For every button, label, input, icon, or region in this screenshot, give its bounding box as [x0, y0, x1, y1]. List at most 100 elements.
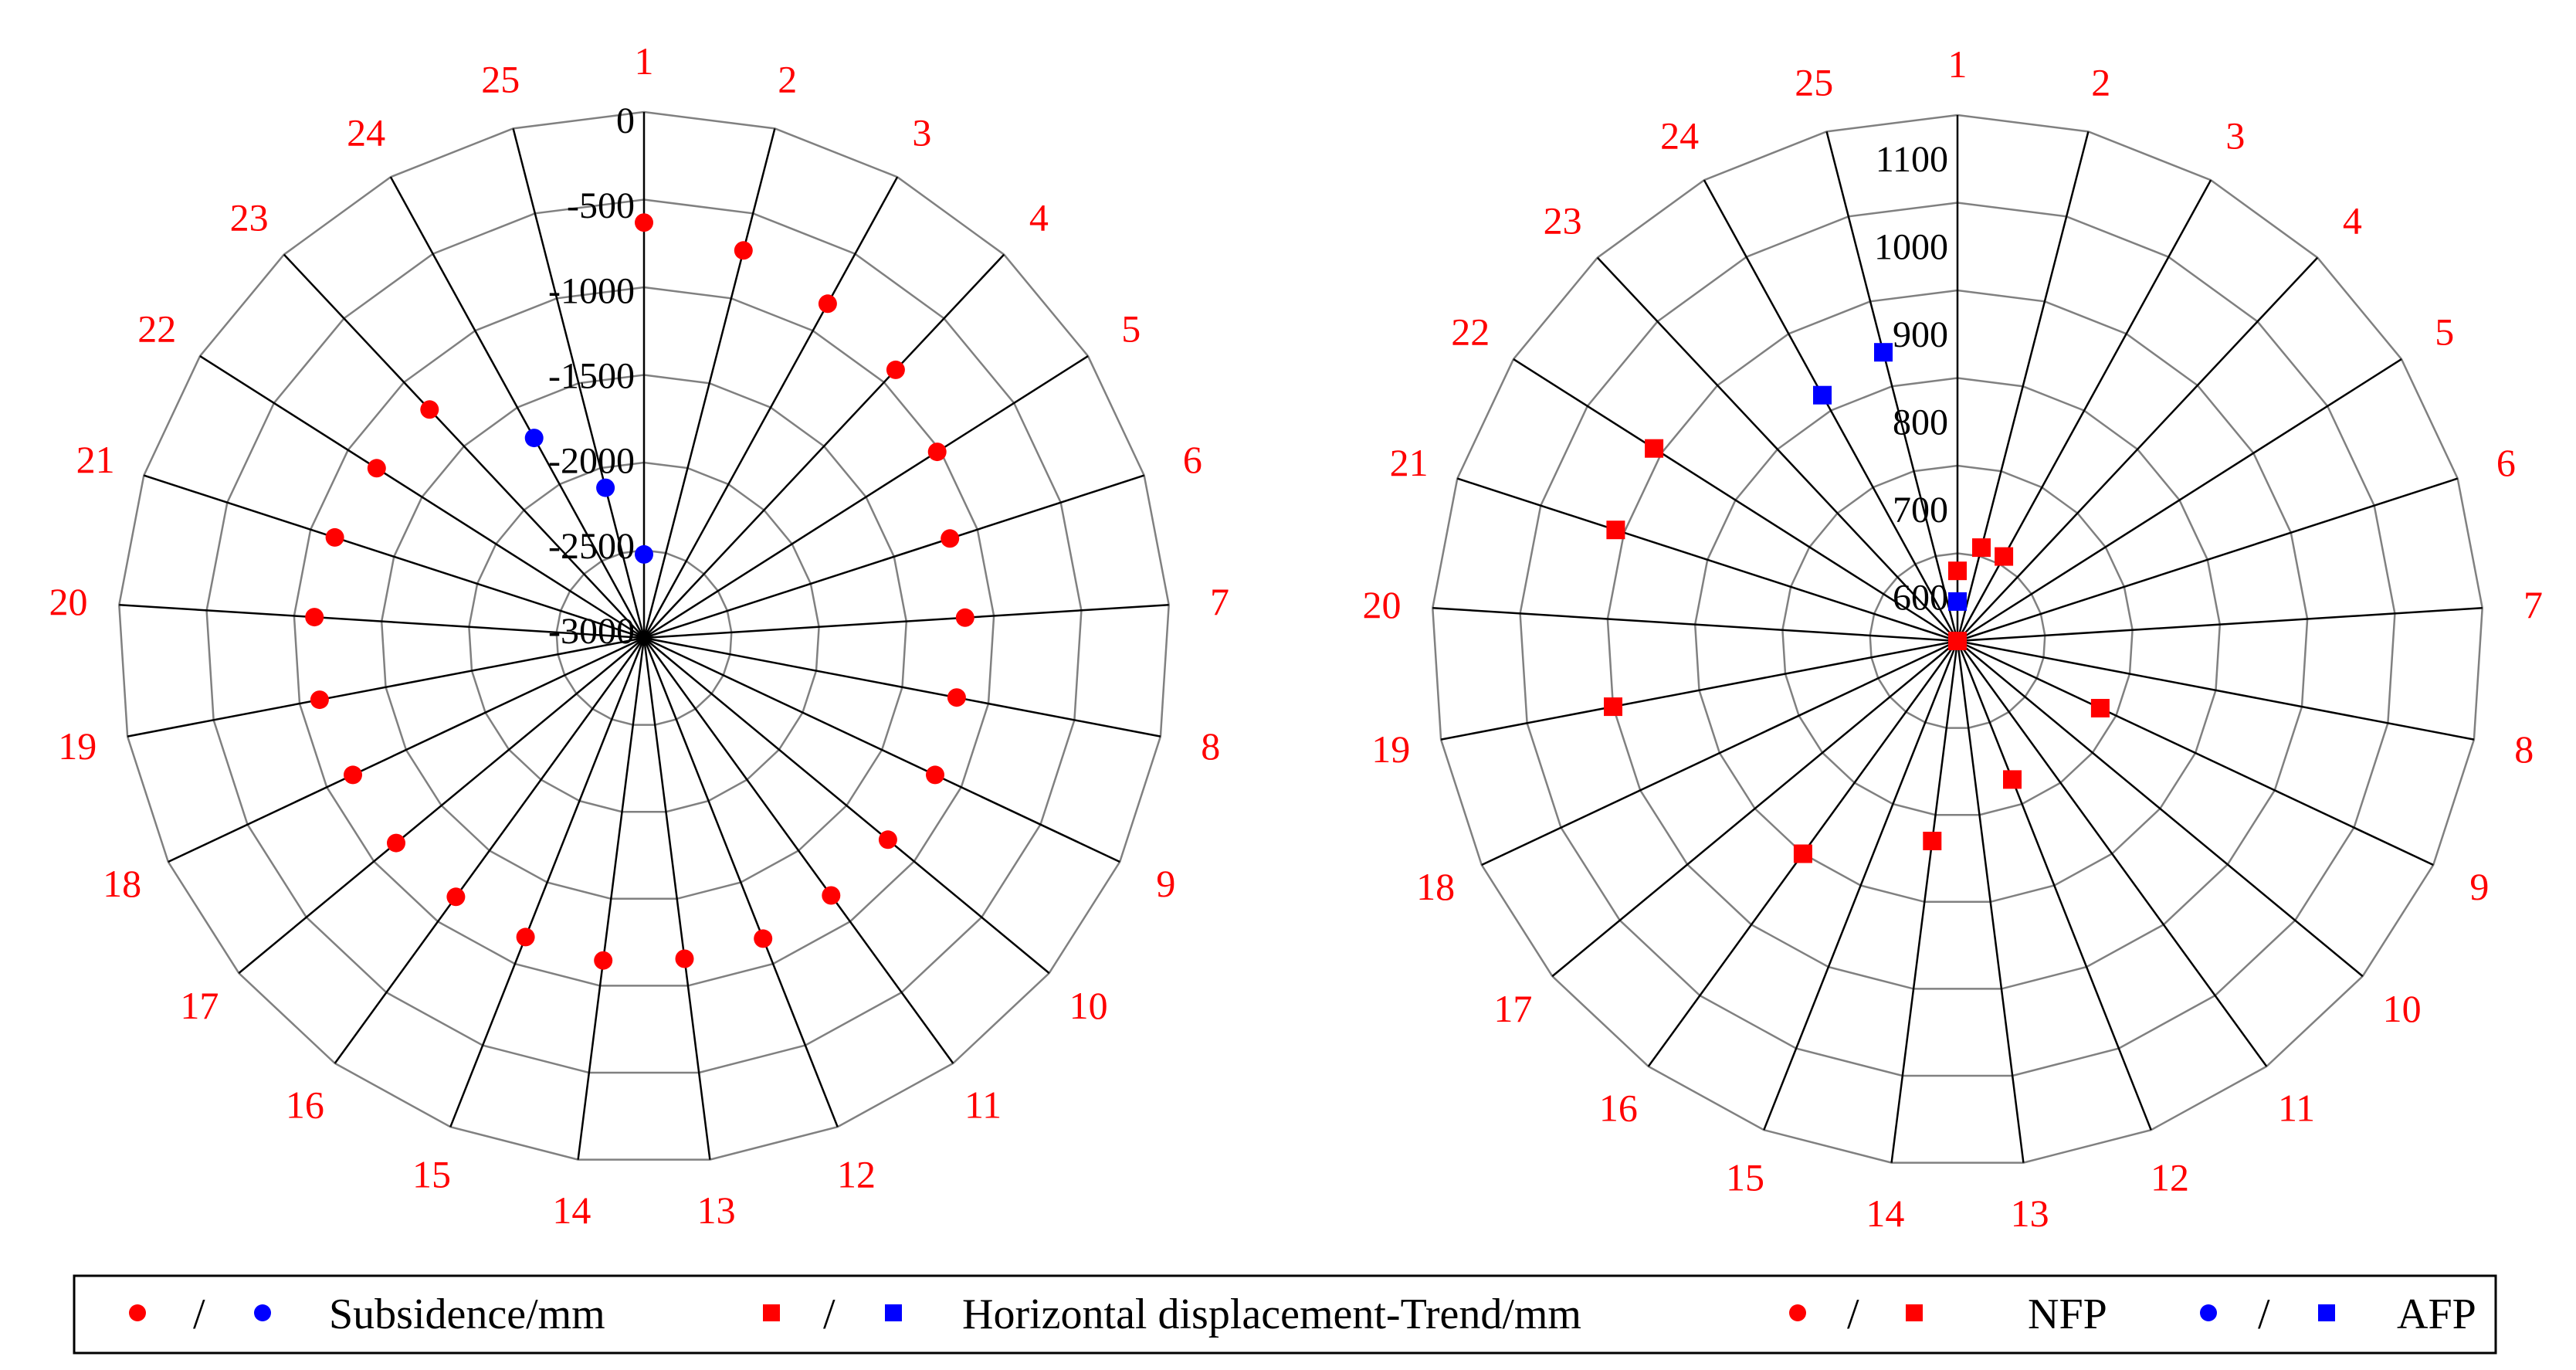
horizontal-grid-spoke: [1956, 640, 2268, 1067]
horizontal-grid-spoke: [1956, 640, 2152, 1131]
legend-afp-circle-marker: [2200, 1304, 2217, 1321]
subsidence-category-label: 20: [49, 580, 88, 623]
subsidence-radial-tick-label: -500: [567, 185, 635, 226]
horizontal-grid-spoke: [1481, 639, 1958, 866]
subsidence-grid-spoke: [143, 474, 645, 639]
subsidence-category-label: 1: [635, 39, 654, 83]
horizontal-category-label: 2: [2091, 61, 2110, 104]
legend-box: [73, 1274, 2497, 1355]
legend-separator: /: [193, 1290, 205, 1338]
subsidence-grid-spoke: [643, 474, 1145, 639]
horizontal-category-label: 3: [2225, 114, 2245, 157]
horizontal-grid-spoke: [1957, 639, 2475, 741]
horizontal-category-label: 25: [1795, 61, 1833, 104]
horizontal-nfp-point: [1948, 561, 1967, 581]
subsidence-grid-spoke: [642, 637, 711, 1160]
subsidence-nfp-point: [734, 241, 753, 260]
subsidence-category-label: 13: [697, 1189, 736, 1232]
horizontal-afp-point: [1813, 385, 1832, 405]
horizontal-category-label: 19: [1371, 727, 1410, 771]
horizontal-category-label: 1: [1948, 42, 1968, 86]
horizontal-grid-spoke: [1703, 179, 1959, 642]
horizontal-grid-spoke: [1957, 640, 2364, 978]
horizontal-afp-point: [1874, 343, 1893, 362]
subsidence-category-label: 14: [552, 1189, 591, 1232]
subsidence-nfp-point: [635, 213, 653, 232]
horizontal-grid-spoke: [1825, 131, 1959, 642]
subsidence-nfp-point: [516, 927, 535, 947]
horizontal-category-label: 6: [2496, 441, 2516, 484]
subsidence-grid-spoke: [199, 355, 645, 639]
horizontal-grid-spoke: [1956, 640, 2025, 1163]
horizontal-category-label: 5: [2435, 310, 2454, 354]
subsidence-grid-spoke: [643, 355, 1089, 639]
subsidence-radial-tick-label: 0: [616, 100, 635, 141]
legend-nfp-square-marker: [1906, 1304, 1923, 1321]
legend-separator: /: [823, 1290, 836, 1338]
horizontal-nfp-point: [1995, 547, 2014, 566]
horizontal-radial-tick-label: 900: [1893, 314, 1948, 355]
horizontal-nfp-point: [1645, 439, 1664, 458]
subsidence-category-label: 25: [481, 58, 520, 101]
subsidence-grid-spoke: [389, 176, 646, 639]
horizontal-grid-ring: [1693, 377, 2222, 904]
horizontal-category-label: 9: [2469, 865, 2489, 908]
subsidence-category-label: 2: [778, 58, 797, 101]
legend-nfp-circle-marker: [1789, 1304, 1806, 1321]
subsidence-category-label: 21: [76, 438, 115, 481]
legend-blue-square-marker: [885, 1304, 902, 1321]
subsidence-grid-spoke: [642, 176, 899, 639]
subsidence-nfp-point: [675, 949, 694, 968]
subsidence-nfp-point: [344, 765, 362, 785]
subsidence-polar-chart: 1 234567891011121314151617181920212223242…: [49, 39, 1230, 1232]
horizontal-category-label: 12: [2151, 1156, 2189, 1199]
legend-red-square-marker: [763, 1304, 780, 1321]
subsidence-category-label: 8: [1201, 724, 1220, 768]
subsidence-grid-spoke: [643, 636, 1120, 863]
horizontal-category-label: 18: [1416, 865, 1455, 908]
subsidence-nfp-point: [446, 887, 466, 907]
subsidence-grid-spoke: [642, 128, 776, 639]
subsidence-grid-spoke: [643, 253, 1005, 639]
legend-separator: /: [1847, 1290, 1859, 1338]
legend-horizontal-label: Horizontal displacement-Trend/mm: [962, 1290, 1581, 1338]
subsidence-grid-spoke: [642, 637, 954, 1064]
horizontal-nfp-point: [1948, 632, 1967, 650]
subsidence-nfp-point: [310, 690, 329, 710]
horizontal-grid-spoke: [1957, 477, 2459, 643]
subsidence-nfp-point: [822, 886, 841, 905]
subsidence-category-label: 12: [837, 1153, 876, 1196]
subsidence-category-label: 5: [1121, 307, 1141, 351]
subsidence-radial-tick-label: -1500: [548, 356, 635, 397]
subsidence-category-label: 16: [286, 1083, 324, 1126]
legend-blue-circle-marker: [254, 1304, 271, 1321]
subsidence-nfp-point: [325, 527, 344, 547]
legend-red-circle-marker: [129, 1304, 146, 1321]
horizontal-category-label: 20: [1363, 583, 1402, 626]
subsidence-category-label: 19: [58, 724, 97, 768]
horizontal-nfp-point: [1606, 521, 1625, 540]
horizontal-category-label: 4: [2343, 199, 2362, 242]
subsidence-category-label: 11: [964, 1083, 1002, 1126]
horizontal-category-label: 15: [1726, 1156, 1764, 1199]
subsidence-nfp-point: [305, 608, 324, 627]
subsidence-afp-point: [524, 429, 544, 448]
horizontal-nfp-point: [2090, 699, 2110, 717]
horizontal-category-label: 16: [1599, 1086, 1638, 1129]
horizontal-category-label: 21: [1390, 441, 1429, 484]
horizontal-grid-spoke: [1957, 256, 2319, 642]
subsidence-radial-tick-label: -1000: [548, 270, 635, 311]
horizontal-category-label: 23: [1544, 199, 1582, 242]
subsidence-nfp-point: [941, 529, 960, 548]
horizontal-category-label: 14: [1866, 1192, 1904, 1235]
horizontal-grid-spoke: [1456, 477, 1958, 643]
legend-nfp-label: NFP: [2028, 1290, 2107, 1338]
horizontal-radial-tick-label: 800: [1893, 402, 1948, 443]
subsidence-nfp-point: [420, 400, 439, 419]
horizontal-grid-spoke: [1596, 256, 1958, 642]
horizontal-radial-tick-label: 1000: [1874, 226, 1948, 267]
legend-subsidence-label: Subsidence/mm: [329, 1290, 605, 1338]
horizontal-nfp-point: [1923, 832, 1942, 850]
subsidence-radial-tick-label: -2000: [548, 441, 635, 482]
